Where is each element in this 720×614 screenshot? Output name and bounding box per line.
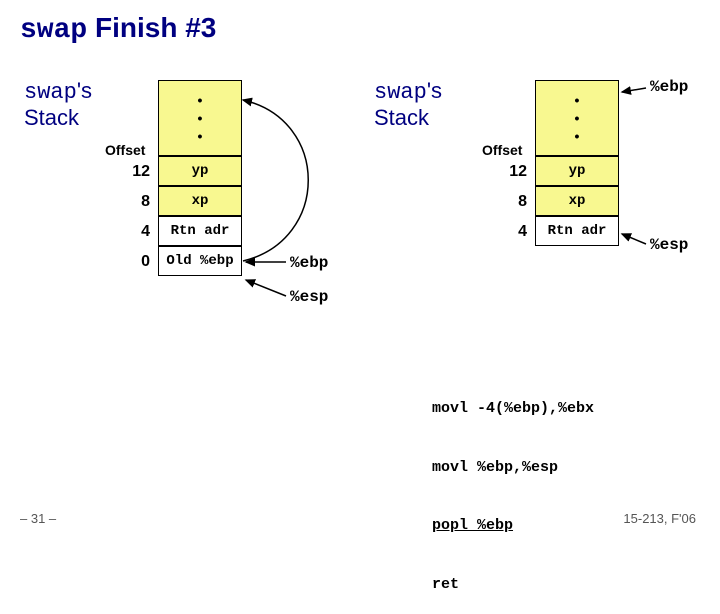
left-cell-rtn: Rtn adr bbox=[158, 216, 242, 246]
right-cell-xp: xp bbox=[535, 186, 619, 216]
left-stack-label: swap'sStack bbox=[24, 78, 92, 131]
dot: • bbox=[575, 91, 580, 109]
right-cell-yp: yp bbox=[535, 156, 619, 186]
left-offset-8: 8 bbox=[120, 193, 150, 211]
title-code: swap bbox=[20, 15, 87, 46]
left-offset-0: 0 bbox=[120, 253, 150, 271]
left-esp-label: %esp bbox=[290, 288, 328, 306]
asm-block: movl -4(%ebp),%ebx movl %ebp,%esp popl %… bbox=[432, 360, 594, 614]
left-cell-oldebp: Old %ebp bbox=[158, 246, 242, 276]
asm-line4: ret bbox=[432, 575, 594, 595]
left-stack-code: swap bbox=[24, 80, 77, 105]
right-ebp-label: %ebp bbox=[650, 78, 688, 96]
right-offset-label: Offset bbox=[482, 142, 522, 158]
left-offset-4: 4 bbox=[120, 223, 150, 241]
left-ebp-label: %ebp bbox=[290, 254, 328, 272]
right-stack-code: swap bbox=[374, 80, 427, 105]
asm-line2: movl %ebp,%esp bbox=[432, 458, 594, 478]
left-cell-xp: xp bbox=[158, 186, 242, 216]
right-offset-4: 4 bbox=[497, 223, 527, 241]
right-stack-label: swap'sStack bbox=[374, 78, 442, 131]
right-esp-label: %esp bbox=[650, 236, 688, 254]
dot: • bbox=[575, 127, 580, 145]
asm-line1: movl -4(%ebp),%ebx bbox=[432, 399, 594, 419]
left-dots-cell: • • • bbox=[158, 80, 242, 156]
asm-line3: popl %ebp bbox=[432, 516, 594, 536]
dot: • bbox=[198, 127, 203, 145]
dot: • bbox=[198, 91, 203, 109]
right-cell-rtn: Rtn adr bbox=[535, 216, 619, 246]
dot: • bbox=[198, 109, 203, 127]
title-rest: Finish #3 bbox=[87, 12, 216, 43]
right-offset-8: 8 bbox=[497, 193, 527, 211]
dot: • bbox=[575, 109, 580, 127]
right-dots-cell: • • • bbox=[535, 80, 619, 156]
footer-right: 15-213, F'06 bbox=[623, 511, 696, 526]
right-offset-12: 12 bbox=[497, 163, 527, 181]
left-offset-label: Offset bbox=[105, 142, 145, 158]
left-cell-yp: yp bbox=[158, 156, 242, 186]
footer-left: – 31 – bbox=[20, 511, 56, 526]
left-offset-12: 12 bbox=[120, 163, 150, 181]
page-title: swap Finish #3 bbox=[20, 12, 216, 46]
